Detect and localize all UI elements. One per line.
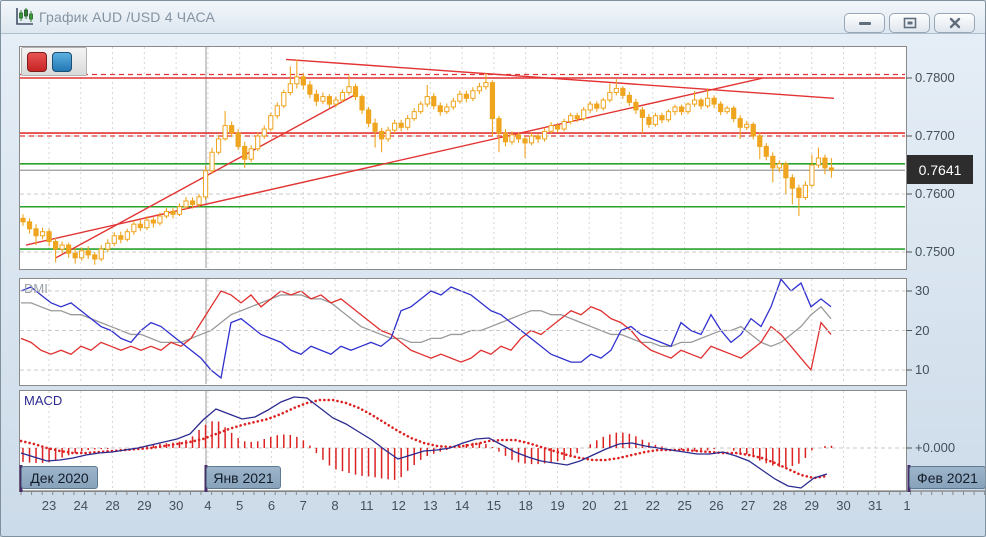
date-label: 28 (105, 498, 120, 513)
date-label: 14 (454, 498, 470, 513)
title-bar: График AUD /USD 4 ЧАСА (1, 1, 985, 34)
date-label: 28 (772, 498, 788, 513)
main-chart-panel[interactable] (19, 46, 907, 270)
date-label: 29 (137, 498, 152, 513)
minimize-button[interactable] (844, 13, 885, 33)
date-label: 23 (41, 498, 57, 513)
dmi-axis-label: 10 (915, 362, 930, 377)
price-axis-label: 0.7700 (915, 128, 955, 143)
window-controls (844, 13, 975, 33)
date-label: 25 (677, 498, 692, 513)
minimize-icon (858, 22, 871, 25)
dmi-axis-label: 30 (915, 283, 930, 298)
price-axis-label: 0.7500 (915, 244, 955, 259)
date-label: 5 (236, 498, 244, 513)
macd-indicator-label: MACD (24, 393, 63, 408)
date-label: 11 (360, 498, 374, 513)
date-label: 7 (299, 498, 307, 513)
current-price-tag: 0.7641 (907, 155, 973, 185)
date-label: 12 (391, 498, 406, 513)
date-label: 19 (550, 498, 565, 513)
close-button[interactable] (934, 13, 975, 33)
date-label: 6 (267, 498, 276, 513)
date-label: 22 (645, 498, 661, 513)
date-label: 4 (204, 498, 212, 513)
date-label: 1 (903, 498, 911, 513)
price-axis-label: 0.7800 (915, 70, 955, 85)
date-label: 8 (331, 498, 339, 513)
date-label: 21 (613, 498, 629, 513)
close-icon (949, 17, 960, 29)
macd-axis-label: +0.000 (915, 440, 956, 455)
dmi-indicator-label: DMI (24, 281, 48, 296)
date-label: 20 (582, 498, 597, 513)
date-label: 27 (740, 498, 756, 513)
chart-toolbar (21, 47, 87, 76)
price-axis-label: 0.7600 (915, 186, 955, 201)
month-badge: Фев 2021 (909, 466, 985, 489)
maximize-button[interactable] (889, 13, 930, 33)
red-marker-button[interactable] (27, 51, 47, 72)
date-label: 30 (836, 498, 851, 513)
candlestick-chart-icon (16, 8, 33, 25)
dmi-panel[interactable] (19, 278, 907, 386)
macd-panel[interactable] (19, 390, 907, 492)
date-label: 18 (518, 498, 533, 513)
date-label: 31 (868, 498, 883, 513)
date-label: 15 (486, 498, 502, 513)
date-label: 30 (168, 498, 184, 513)
dmi-axis-label: 20 (915, 322, 930, 338)
maximize-icon (903, 17, 916, 29)
date-label: 24 (73, 498, 88, 513)
date-label: 26 (709, 498, 724, 513)
blue-marker-button[interactable] (52, 51, 72, 72)
window-title: График AUD /USD 4 ЧАСА (39, 9, 216, 25)
date-label: 13 (423, 498, 438, 513)
date-label: 29 (804, 498, 819, 513)
